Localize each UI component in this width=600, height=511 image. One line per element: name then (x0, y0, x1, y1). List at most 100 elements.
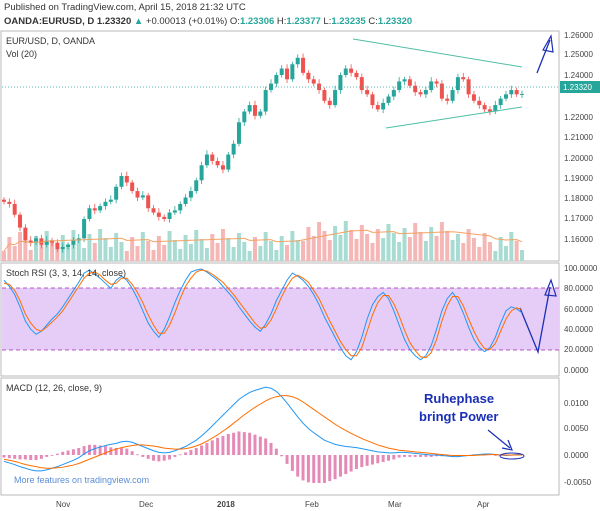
macd-hist-bar (349, 455, 353, 472)
volume-bar (509, 232, 514, 261)
candle-body (391, 90, 396, 97)
volume-bar (124, 251, 129, 261)
candle-body (498, 98, 503, 106)
candle-body (172, 210, 177, 213)
candle-body (2, 199, 6, 202)
macd-hist-bar (328, 455, 332, 482)
rsi-tick: 20.0000 (564, 345, 593, 354)
macd-hist-bar (264, 438, 268, 455)
volume-bar (429, 227, 434, 261)
macd-hist-bar (200, 445, 204, 455)
macd-hist-bar (71, 449, 75, 455)
volume-bar (204, 248, 209, 261)
macd-hist-bar (408, 455, 412, 457)
volume-bar (39, 245, 44, 261)
symbol-label: OANDA:EURUSD, D (4, 16, 95, 27)
macd-pane-title: MACD (12, 26, close, 9) (6, 383, 102, 393)
macd-hist-bar (103, 446, 107, 455)
macd-hist-bar (205, 442, 209, 455)
volume-bar (338, 235, 343, 261)
candle-body (450, 90, 455, 101)
x-tick: Mar (388, 500, 402, 509)
volume-bar (226, 238, 231, 261)
rsi-y-axis: 100.0000 80.0000 60.0000 40.0000 20.0000… (564, 264, 598, 375)
open-label: O: (229, 16, 240, 27)
volume-bar (306, 227, 311, 261)
volume-bar (359, 225, 364, 261)
volume-bar (381, 238, 386, 261)
upper-trendline (352, 38, 523, 68)
candle-body (103, 201, 108, 207)
volume-bar (220, 229, 225, 261)
volume-bar (87, 234, 92, 261)
volume-bar (343, 221, 348, 261)
macd-hist-bar (194, 448, 198, 455)
candle-body (349, 68, 354, 73)
volume-bar (301, 241, 306, 261)
candle-body (183, 197, 188, 204)
candle-body (381, 102, 386, 110)
macd-hist-bar (98, 445, 102, 455)
macd-hist-bar (178, 454, 182, 456)
volume-bar (269, 241, 274, 261)
x-tick: Nov (56, 500, 70, 509)
candle-body (34, 238, 39, 243)
macd-hist-bar (424, 455, 428, 457)
macd-arrow-icon (501, 439, 513, 451)
macd-hist-bar (152, 455, 156, 461)
candle-body (514, 90, 519, 95)
candle-body (18, 214, 23, 228)
macd-hist-bar (435, 455, 439, 457)
volume-bar (471, 238, 476, 261)
macd-hist-bar (66, 450, 70, 455)
candle-body (231, 143, 236, 155)
macd-hist-bar (82, 446, 86, 455)
volume-bar (466, 229, 471, 261)
breakout-arrow-line (536, 39, 551, 74)
candle-body (28, 240, 33, 243)
candle-body (413, 85, 418, 93)
candle-body (375, 105, 380, 110)
candle-body (108, 199, 113, 202)
volume-bar (493, 251, 498, 261)
volume-bar (279, 236, 284, 261)
macd-hist-bar (141, 455, 145, 457)
macd-hist-bar (322, 455, 326, 483)
volume-bar (439, 222, 444, 261)
macd-y-axis: 0.0100 0.0050 0.0000 -0.0050 (564, 399, 592, 487)
volume-bar (375, 229, 380, 261)
volume-bar (140, 232, 145, 261)
lower-trendline (385, 106, 523, 129)
volume-bar (274, 250, 279, 261)
macd-hist-bar (7, 455, 11, 459)
candle-body (487, 109, 492, 112)
volume-bar (290, 231, 295, 261)
candle-body (167, 212, 172, 220)
macd-hist-bar (403, 455, 407, 457)
rsi-v-arrow-line (519, 286, 551, 355)
published-line: Published on TradingView.com, April 15, … (4, 2, 246, 13)
candle-body (50, 240, 55, 243)
candle-body (338, 74, 343, 91)
volume-bar (2, 251, 6, 261)
candle-body (301, 57, 306, 73)
macd-pane-frame (0, 377, 560, 496)
macd-hist-bar (392, 455, 396, 460)
volume-bar (418, 232, 423, 261)
macd-hist-bar (50, 455, 54, 456)
volume-bar (349, 230, 354, 261)
candle-body (317, 83, 322, 91)
candle-body (124, 176, 129, 183)
candle-body (397, 81, 402, 91)
candle-body (263, 90, 268, 112)
rsi-tick: 40.0000 (564, 325, 593, 334)
macd-hist-bar (45, 455, 49, 457)
volume-bar (172, 240, 177, 261)
last-price-badge-bg (560, 81, 600, 93)
chart-canvas[interactable]: EUR/USD, D, OANDA Vol (20) Stoch RSI (3,… (0, 30, 600, 511)
volume-bar (236, 233, 241, 261)
volume-bar (311, 236, 316, 261)
macd-hist-bar (397, 455, 401, 458)
x-tick: Feb (305, 500, 319, 509)
volume-bar (354, 239, 359, 261)
